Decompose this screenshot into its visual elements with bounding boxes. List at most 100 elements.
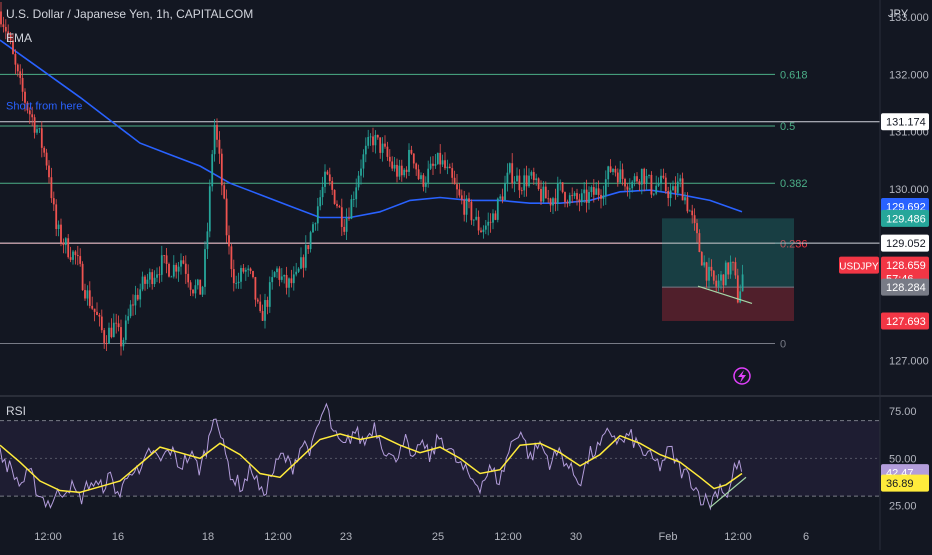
badge-target[interactable]: 129.486 (881, 209, 929, 227)
candle[interactable] (453, 170, 456, 185)
candle[interactable] (408, 143, 410, 176)
candle[interactable] (144, 274, 146, 291)
candle[interactable] (100, 309, 103, 333)
candle[interactable] (741, 264, 744, 292)
candle[interactable] (60, 218, 62, 247)
candle[interactable] (494, 210, 497, 221)
candle[interactable] (640, 168, 643, 195)
candle[interactable] (636, 172, 638, 184)
candle[interactable] (324, 164, 326, 194)
candle[interactable] (506, 163, 509, 192)
candle[interactable] (24, 88, 26, 112)
candle[interactable] (218, 131, 221, 164)
candle[interactable] (432, 156, 434, 176)
candle[interactable] (523, 168, 526, 197)
symbol-tag[interactable]: USDJPY (839, 256, 879, 274)
candle[interactable] (168, 262, 170, 278)
candle[interactable] (516, 167, 518, 182)
candle[interactable] (122, 337, 125, 351)
candle[interactable] (7, 24, 10, 41)
candle[interactable] (643, 167, 646, 192)
candle[interactable] (448, 163, 451, 169)
candle[interactable] (576, 188, 578, 206)
candle[interactable] (525, 165, 528, 197)
candle[interactable] (477, 210, 480, 235)
candle[interactable] (393, 156, 396, 172)
candle[interactable] (732, 261, 734, 271)
candle[interactable] (482, 225, 485, 239)
candle[interactable] (607, 165, 610, 188)
candle[interactable] (446, 159, 449, 175)
candle[interactable] (676, 173, 679, 198)
candle[interactable] (199, 279, 202, 295)
candle[interactable] (360, 159, 362, 185)
candle[interactable] (314, 222, 317, 231)
candle[interactable] (717, 274, 720, 292)
candle[interactable] (722, 274, 725, 293)
candle[interactable] (115, 313, 118, 334)
candle[interactable] (734, 257, 737, 279)
candle[interactable] (240, 265, 242, 289)
candle[interactable] (362, 149, 365, 178)
candle[interactable] (93, 308, 96, 322)
candle[interactable] (496, 197, 499, 223)
candle[interactable] (343, 219, 346, 236)
candle[interactable] (340, 198, 343, 236)
candle[interactable] (331, 177, 334, 195)
candle[interactable] (597, 180, 600, 201)
candle[interactable] (295, 262, 298, 277)
candle[interactable] (669, 183, 672, 207)
candle[interactable] (710, 259, 713, 277)
candle[interactable] (62, 238, 65, 254)
candle[interactable] (194, 279, 197, 299)
candle[interactable] (256, 297, 259, 304)
candle[interactable] (348, 207, 350, 221)
candle[interactable] (146, 273, 149, 290)
candle[interactable] (568, 192, 571, 207)
candle[interactable] (592, 179, 595, 203)
candle[interactable] (604, 170, 607, 205)
candle[interactable] (96, 302, 98, 316)
candle[interactable] (206, 222, 209, 260)
candle[interactable] (204, 241, 206, 295)
candle[interactable] (156, 267, 158, 283)
candle[interactable] (319, 189, 322, 211)
candle[interactable] (132, 294, 134, 316)
candle[interactable] (703, 255, 706, 268)
candle[interactable] (364, 137, 367, 163)
candle[interactable] (472, 219, 475, 227)
candle[interactable] (434, 153, 437, 169)
candle[interactable] (213, 119, 216, 162)
candle[interactable] (451, 162, 454, 185)
candle[interactable] (192, 288, 194, 297)
candle[interactable] (715, 275, 718, 292)
candle[interactable] (182, 256, 185, 265)
candle[interactable] (540, 180, 542, 206)
candle[interactable] (542, 181, 545, 203)
candle[interactable] (223, 181, 226, 200)
badge-stop[interactable]: 127.693 (881, 312, 929, 330)
candle[interactable] (429, 156, 432, 170)
candle[interactable] (57, 220, 60, 237)
candle[interactable] (170, 275, 173, 278)
candle[interactable] (355, 178, 358, 208)
candle[interactable] (98, 313, 101, 327)
candle[interactable] (374, 130, 377, 154)
candle[interactable] (288, 277, 290, 298)
candle[interactable] (76, 245, 79, 266)
candle[interactable] (352, 191, 355, 207)
candle[interactable] (72, 250, 74, 265)
candle[interactable] (160, 245, 163, 282)
candle[interactable] (578, 193, 581, 212)
candle[interactable] (444, 152, 446, 171)
lightning-icon[interactable] (733, 367, 751, 385)
candle[interactable] (556, 176, 559, 211)
candle[interactable] (660, 168, 662, 192)
candle[interactable] (69, 246, 72, 263)
candle[interactable] (45, 148, 48, 170)
ema-line[interactable] (0, 39, 743, 219)
candle[interactable] (530, 170, 533, 180)
candle[interactable] (225, 189, 228, 243)
